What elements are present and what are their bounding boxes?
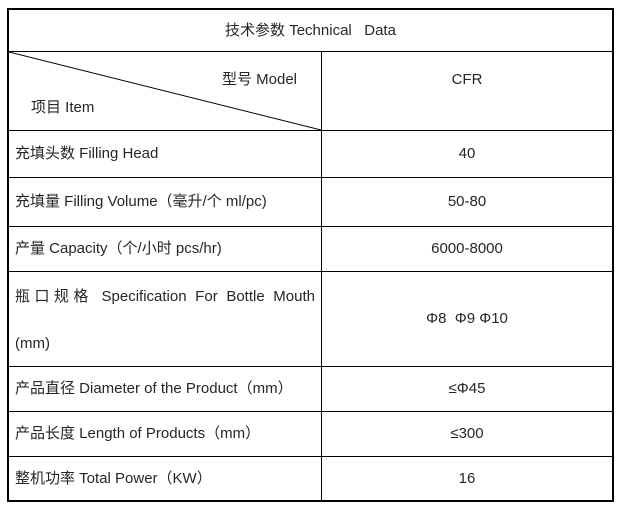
row-filling-volume-label: 充填量 Filling Volume（毫升/个 ml/pc) — [9, 178, 322, 227]
model-value: CFR — [322, 52, 612, 131]
row-filling-head-value: 40 — [322, 131, 612, 178]
row-capacity-label: 产量 Capacity（个/小时 pcs/hr) — [9, 227, 322, 272]
row-capacity-value: 6000-8000 — [322, 227, 612, 272]
header-diagonal-cell: 型号 Model 项目 Item — [9, 52, 322, 131]
row-product-length-label: 产品长度 Length of Products（mm） — [9, 412, 322, 457]
model-column-header: 型号 Model — [221, 71, 297, 88]
technical-data-table: 技术参数 Technical Data 型号 Model 项目 Item CFR… — [7, 8, 614, 502]
row-total-power-label: 整机功率 Total Power（KW） — [9, 457, 322, 500]
diagonal-divider-line — [9, 52, 321, 130]
row-product-length-value: ≤300 — [322, 412, 612, 457]
row-bottle-mouth-spec-value: Φ8 Φ9 Φ10 — [322, 272, 612, 367]
item-row-header: 项目 Item — [31, 99, 95, 116]
row-product-diameter-label: 产品直径 Diameter of the Product（mm） — [9, 367, 322, 412]
row-bottle-mouth-spec-label: 瓶口规格 Specification For Bottle Mouth (mm) — [9, 272, 322, 367]
row-total-power-value: 16 — [458, 469, 476, 487]
row-filling-volume-value: 50-80 — [322, 178, 612, 227]
row-product-diameter-value: ≤Φ45 — [322, 367, 612, 412]
table-title: 技术参数 Technical Data — [9, 10, 612, 52]
row-filling-head-label: 充填头数 Filling Head — [9, 131, 322, 178]
